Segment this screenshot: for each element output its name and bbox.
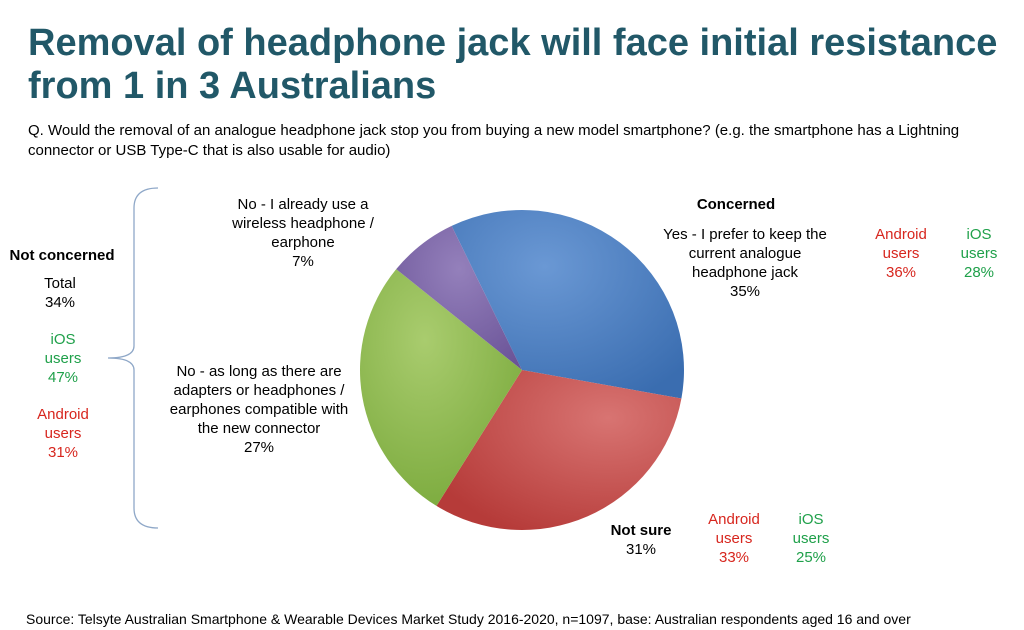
not-concerned-bracket	[107, 187, 159, 529]
adapters-label-line4: the new connector	[197, 420, 321, 437]
yes-label-line2: current analogue	[688, 245, 802, 262]
pie-slice-yes	[451, 209, 685, 399]
not-concerned-total-value: 34%	[44, 294, 76, 311]
pie-slice-adapters	[359, 269, 522, 506]
c-ios-line2: users	[960, 245, 998, 262]
ns-android-value: 33%	[718, 549, 750, 566]
pie-slice-wireless	[396, 225, 522, 370]
not-sure-android: Android users 33%	[695, 510, 773, 567]
ns-ios-line1: iOS	[798, 511, 824, 528]
ns-ios-value: 25%	[795, 549, 827, 566]
yes-label-value: 35%	[729, 283, 761, 300]
not-concerned-ios: iOS users 47%	[30, 330, 96, 387]
adapters-label-line2: adapters or headphones /	[173, 382, 345, 399]
adapters-label-value: 27%	[243, 439, 275, 456]
slice-label-wireless: No - I already use a wireless headphone …	[208, 195, 398, 271]
not-concerned-heading: Not concerned	[9, 247, 115, 264]
not-sure-value: 31%	[625, 541, 657, 558]
not-concerned-total-label: Total	[44, 275, 76, 292]
nc-ios-line2: users	[44, 350, 82, 367]
wireless-label-line3: earphone	[271, 234, 335, 251]
concerned-ios: iOS users 28%	[946, 225, 1012, 282]
nc-ios-value: 47%	[47, 369, 79, 386]
slice-label-not-sure: Not sure 31%	[596, 521, 686, 559]
nc-android-value: 31%	[47, 444, 79, 461]
concerned-heading: Concerned	[696, 196, 776, 213]
ns-ios-line2: users	[792, 530, 830, 547]
c-ios-value: 28%	[963, 264, 995, 281]
slice-label-adapters: No - as long as there are adapters or he…	[154, 362, 364, 457]
wireless-label-line2: wireless headphone /	[232, 215, 374, 232]
not-sure-ios: iOS users 25%	[778, 510, 844, 567]
ns-android-line2: users	[715, 530, 753, 547]
page-title: Removal of headphone jack will face init…	[28, 22, 998, 107]
nc-android-line1: Android	[37, 406, 89, 423]
c-android-line2: users	[882, 245, 920, 262]
pie-slice-not-sure	[436, 370, 682, 531]
adapters-label-line3: earphones compatible with	[169, 401, 349, 418]
not-concerned-group: Not concerned	[4, 246, 120, 265]
nc-ios-line1: iOS	[50, 331, 76, 348]
source-note: Source: Telsyte Australian Smartphone & …	[26, 611, 911, 627]
not-concerned-android: Android users 31%	[24, 405, 102, 462]
not-concerned-total: Total 34%	[30, 274, 90, 312]
wireless-label-line1: No - I already use a	[237, 196, 369, 213]
survey-question: Q. Would the removal of an analogue head…	[28, 122, 960, 159]
nc-android-line2: users	[44, 425, 82, 442]
yes-label-line1: Yes - I prefer to keep the	[663, 226, 827, 243]
slice-label-yes: Yes - I prefer to keep the current analo…	[640, 225, 850, 301]
not-sure-heading: Not sure	[610, 522, 672, 539]
concerned-android: Android users 36%	[862, 225, 940, 282]
c-android-value: 36%	[885, 264, 917, 281]
ns-android-line1: Android	[708, 511, 760, 528]
adapters-label-line1: No - as long as there are	[176, 363, 342, 380]
c-android-line1: Android	[875, 226, 927, 243]
yes-label-line3: headphone jack	[692, 264, 798, 281]
c-ios-line1: iOS	[966, 226, 992, 243]
wireless-label-value: 7%	[292, 253, 314, 270]
